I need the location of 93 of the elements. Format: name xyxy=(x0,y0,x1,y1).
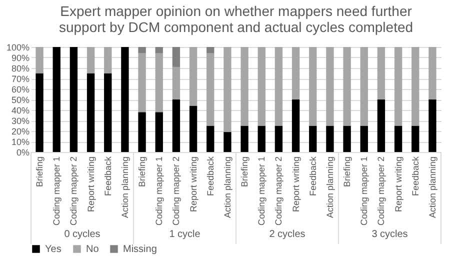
bar xyxy=(377,47,386,100)
bar xyxy=(309,47,317,126)
y-tick-label: 80% xyxy=(11,64,30,74)
legend-label: Missing xyxy=(123,244,157,255)
bar xyxy=(172,100,180,152)
x-tick-label: Coding mapper 1 xyxy=(52,156,62,226)
x-tick-label: Report writing xyxy=(188,156,198,212)
bar xyxy=(86,47,95,74)
x-tick-label: Feedback xyxy=(205,156,216,196)
bar xyxy=(240,47,248,126)
bar xyxy=(189,47,198,106)
bar xyxy=(36,73,44,152)
bar xyxy=(412,47,420,126)
x-tick-label: Feedback xyxy=(308,156,318,196)
x-tick-label: Feedback xyxy=(410,156,420,196)
y-tick-label: 100% xyxy=(6,42,30,52)
x-tick-label: Briefing xyxy=(342,156,352,188)
text: 2 cycles xyxy=(269,229,306,240)
y-tick-label: 70% xyxy=(11,74,30,84)
x-tick-label: Briefing xyxy=(137,156,148,188)
bar xyxy=(428,47,436,100)
bar xyxy=(274,47,283,126)
x-tick-label: Briefing xyxy=(240,156,250,188)
x-tick-label: Coding mapper 2 xyxy=(68,156,79,226)
bar xyxy=(326,47,334,126)
bar xyxy=(224,47,232,132)
bar xyxy=(189,106,198,152)
x-tick-label: Feedback xyxy=(102,156,113,196)
y-tick-label: 30% xyxy=(11,116,30,126)
bar xyxy=(326,126,334,152)
legend-label: No xyxy=(86,244,100,255)
bar xyxy=(86,73,95,152)
bar xyxy=(394,47,402,126)
bar xyxy=(138,53,146,112)
x-tick-label: Coding mapper 1 xyxy=(359,156,370,226)
bar xyxy=(258,47,266,126)
bar xyxy=(343,47,351,126)
x-tick-label: Report writing xyxy=(393,156,404,212)
bar xyxy=(206,126,214,152)
bar xyxy=(292,47,300,100)
x-tick-label: Action planning xyxy=(324,156,335,218)
bar xyxy=(155,53,163,112)
y-tick-label: 50% xyxy=(11,95,30,105)
y-tick-label: 40% xyxy=(11,106,30,116)
legend-label: Yes xyxy=(45,244,62,255)
text: 1 cycle xyxy=(169,229,201,240)
bar xyxy=(206,47,214,54)
bar xyxy=(172,66,180,100)
x-tick-label: Briefing xyxy=(34,156,45,188)
bar xyxy=(412,126,420,152)
text: Expert mapper opinion on whether mappers need further xyxy=(60,3,412,19)
y-tick-label: 0% xyxy=(16,148,30,158)
bar xyxy=(292,100,300,152)
bar xyxy=(155,47,163,54)
x-tick-label: Report writing xyxy=(86,156,96,212)
bar xyxy=(138,47,146,54)
bar xyxy=(258,126,266,152)
bar xyxy=(428,100,436,152)
y-tick-label: 20% xyxy=(11,126,30,136)
text: 0 cycles xyxy=(64,229,100,240)
bar xyxy=(360,126,368,152)
bar xyxy=(206,53,214,126)
bar xyxy=(394,126,402,152)
bar xyxy=(377,100,386,152)
bar xyxy=(52,47,60,152)
x-tick-label: Coding mapper 2 xyxy=(376,156,386,226)
text: 3 cycles xyxy=(372,229,408,240)
x-tick-label: Report writing xyxy=(290,156,301,212)
bar xyxy=(274,126,283,152)
y-tick-label: 10% xyxy=(11,137,30,147)
bar xyxy=(309,126,317,152)
bar xyxy=(155,112,163,152)
x-tick-label: Action planning xyxy=(427,156,438,218)
bar xyxy=(360,47,368,126)
y-tick-label: 90% xyxy=(11,53,30,63)
bar xyxy=(104,47,112,74)
x-tick-label: Action planning xyxy=(222,156,232,218)
bar xyxy=(138,112,146,152)
bar xyxy=(240,126,248,152)
bar xyxy=(121,47,129,152)
bar xyxy=(172,47,180,67)
x-tick-label: Action planning xyxy=(120,156,130,218)
x-tick-label: Coding mapper 2 xyxy=(274,156,284,226)
y-tick-label: 60% xyxy=(11,84,30,94)
bar xyxy=(104,73,112,152)
x-tick-label: Coding mapper 2 xyxy=(171,156,182,226)
text: support by DCM component and actual cycles completed xyxy=(58,19,414,35)
x-tick-label: Coding mapper 1 xyxy=(256,156,267,226)
bar xyxy=(36,47,44,74)
bar xyxy=(70,47,78,152)
bar xyxy=(224,132,232,152)
x-tick-label: Coding mapper 1 xyxy=(154,156,164,226)
bar xyxy=(343,126,351,152)
